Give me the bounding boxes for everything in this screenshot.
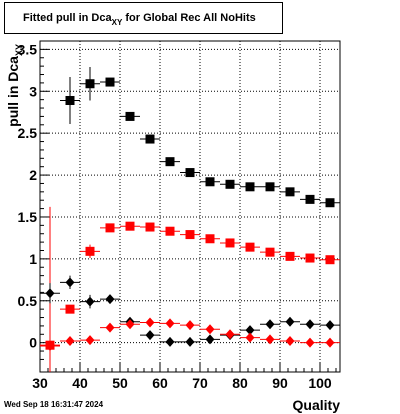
data-point-diamond	[205, 334, 215, 345]
data-point-diamond	[85, 335, 95, 346]
data-point-square	[305, 194, 315, 204]
timestamp-footer: Wed Sep 18 16:31:47 2024	[4, 400, 104, 409]
data-point-square	[265, 247, 275, 257]
x-tick-label: 30	[32, 375, 48, 391]
x-tick-label: 60	[152, 375, 168, 391]
data-point-square	[165, 157, 175, 167]
data-point-square	[85, 79, 95, 89]
data-point-square	[185, 230, 195, 240]
data-point-square	[145, 134, 155, 144]
data-point-square	[325, 255, 335, 265]
data-point-diamond	[225, 329, 235, 340]
data-point-diamond	[185, 336, 195, 347]
data-point-diamond	[245, 325, 255, 336]
data-point-square	[325, 198, 335, 208]
data-point-diamond	[285, 316, 295, 327]
data-point-square	[105, 77, 115, 87]
data-point-square	[245, 182, 255, 192]
x-tick-label: 50	[112, 375, 128, 391]
data-point-diamond	[185, 320, 195, 331]
data-point-diamond	[165, 318, 175, 329]
data-point-diamond	[325, 337, 335, 348]
data-point-diamond	[305, 319, 315, 330]
data-point-square	[285, 251, 295, 261]
data-point-diamond	[165, 336, 175, 347]
data-point-square	[225, 179, 235, 189]
data-point-diamond	[45, 341, 55, 352]
y-tick-label: 3	[29, 83, 37, 99]
data-point-square	[145, 222, 155, 232]
data-point-diamond	[65, 277, 75, 288]
series-4	[40, 317, 340, 352]
data-point-square	[165, 226, 175, 236]
data-point-square	[225, 238, 235, 248]
data-point-diamond	[245, 332, 255, 343]
title-subscript: XY	[111, 18, 123, 27]
y-tick-label: 2	[29, 167, 37, 183]
data-point-square	[125, 221, 135, 231]
x-tick-label: 100	[308, 375, 332, 391]
data-point-diamond	[205, 324, 215, 335]
y-tick-label: 2.5	[18, 125, 38, 141]
data-point-diamond	[65, 335, 75, 346]
data-point-diamond	[265, 319, 275, 330]
data-point-diamond	[145, 330, 155, 341]
data-point-diamond	[285, 335, 295, 346]
data-point-diamond	[105, 294, 115, 305]
data-point-square	[85, 246, 95, 256]
chart-title: Fitted pull in DcaXY for Global Rec All …	[23, 12, 256, 27]
data-point-square	[125, 111, 135, 121]
series-3	[40, 275, 340, 347]
data-point-square	[245, 242, 255, 252]
data-point-diamond	[85, 296, 95, 307]
y-tick-label: 3.5	[18, 41, 38, 57]
data-point-diamond	[265, 334, 275, 345]
series-2	[40, 206, 340, 372]
data-point-square	[285, 187, 295, 197]
data-point-diamond	[45, 288, 55, 299]
data-point-square	[305, 253, 315, 263]
data-point-diamond	[125, 319, 135, 330]
y-tick-label: 1	[29, 251, 37, 267]
x-tick-label: 90	[272, 375, 288, 391]
plot-frame	[39, 40, 341, 373]
title-suffix: for Global Rec All NoHits	[122, 12, 256, 24]
x-tick-label: 80	[232, 375, 248, 391]
y-tick-label: 0.5	[18, 293, 38, 309]
data-point-square	[265, 182, 275, 192]
data-point-diamond	[325, 320, 335, 331]
data-point-diamond	[145, 317, 155, 328]
data-point-square	[65, 304, 75, 314]
y-axis-label-text: pull in Dca	[5, 56, 21, 127]
data-point-diamond	[105, 322, 115, 333]
x-axis-label: Quality	[293, 397, 341, 413]
x-tick-label: 40	[72, 375, 88, 391]
data-point-square	[205, 234, 215, 244]
y-tick-label: 0	[29, 335, 37, 351]
y-axis-label: pull in DcaXY	[5, 44, 24, 127]
data-point-square	[205, 177, 215, 187]
data-point-diamond	[305, 337, 315, 348]
data-point-square	[65, 95, 75, 105]
title-box: Fitted pull in DcaXY for Global Rec All …	[4, 2, 283, 34]
data-point-square	[185, 168, 195, 178]
series-1	[60, 66, 340, 208]
y-axis-label-subscript: XY	[14, 44, 24, 56]
data-point-square	[105, 223, 115, 233]
y-tick-label: 1.5	[18, 209, 38, 225]
x-tick-label: 70	[192, 375, 208, 391]
